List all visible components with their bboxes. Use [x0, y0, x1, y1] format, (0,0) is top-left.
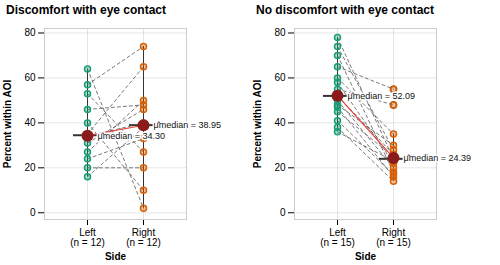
svg-text:Left(n = 12): Left(n = 12) — [70, 227, 105, 248]
svg-text:Percent within AOI: Percent within AOI — [252, 80, 263, 169]
svg-text:40: 40 — [24, 117, 36, 128]
svg-text:Side: Side — [355, 251, 377, 262]
svg-text:20: 20 — [274, 162, 286, 173]
svg-text:μ̂median = 38.95: μ̂median = 38.95 — [154, 120, 221, 130]
svg-text:Side: Side — [105, 251, 127, 262]
svg-text:μ̂median = 52.09: μ̂median = 52.09 — [348, 91, 415, 101]
svg-text:Percent within AOI: Percent within AOI — [2, 80, 13, 169]
svg-text:80: 80 — [24, 27, 36, 38]
svg-text:Right(n = 15): Right(n = 15) — [376, 227, 411, 248]
svg-text:Left(n = 15): Left(n = 15) — [320, 227, 355, 248]
svg-text:Right(n = 12): Right(n = 12) — [126, 227, 161, 248]
svg-text:40: 40 — [274, 117, 286, 128]
svg-text:60: 60 — [274, 72, 286, 83]
svg-text:0: 0 — [280, 207, 286, 218]
svg-text:80: 80 — [274, 27, 286, 38]
svg-text:20: 20 — [24, 162, 36, 173]
html-text:No discomfort with eye contact: No discomfort with eye contact — [256, 3, 434, 17]
svg-text:60: 60 — [24, 72, 36, 83]
svg-text:μ̂median = 34.30: μ̂median = 34.30 — [98, 131, 165, 141]
svg-text:μ̂median = 24.39: μ̂median = 24.39 — [404, 153, 471, 163]
html-text:Discomfort with eye contact: Discomfort with eye contact — [6, 3, 166, 17]
svg-text:0: 0 — [30, 207, 36, 218]
